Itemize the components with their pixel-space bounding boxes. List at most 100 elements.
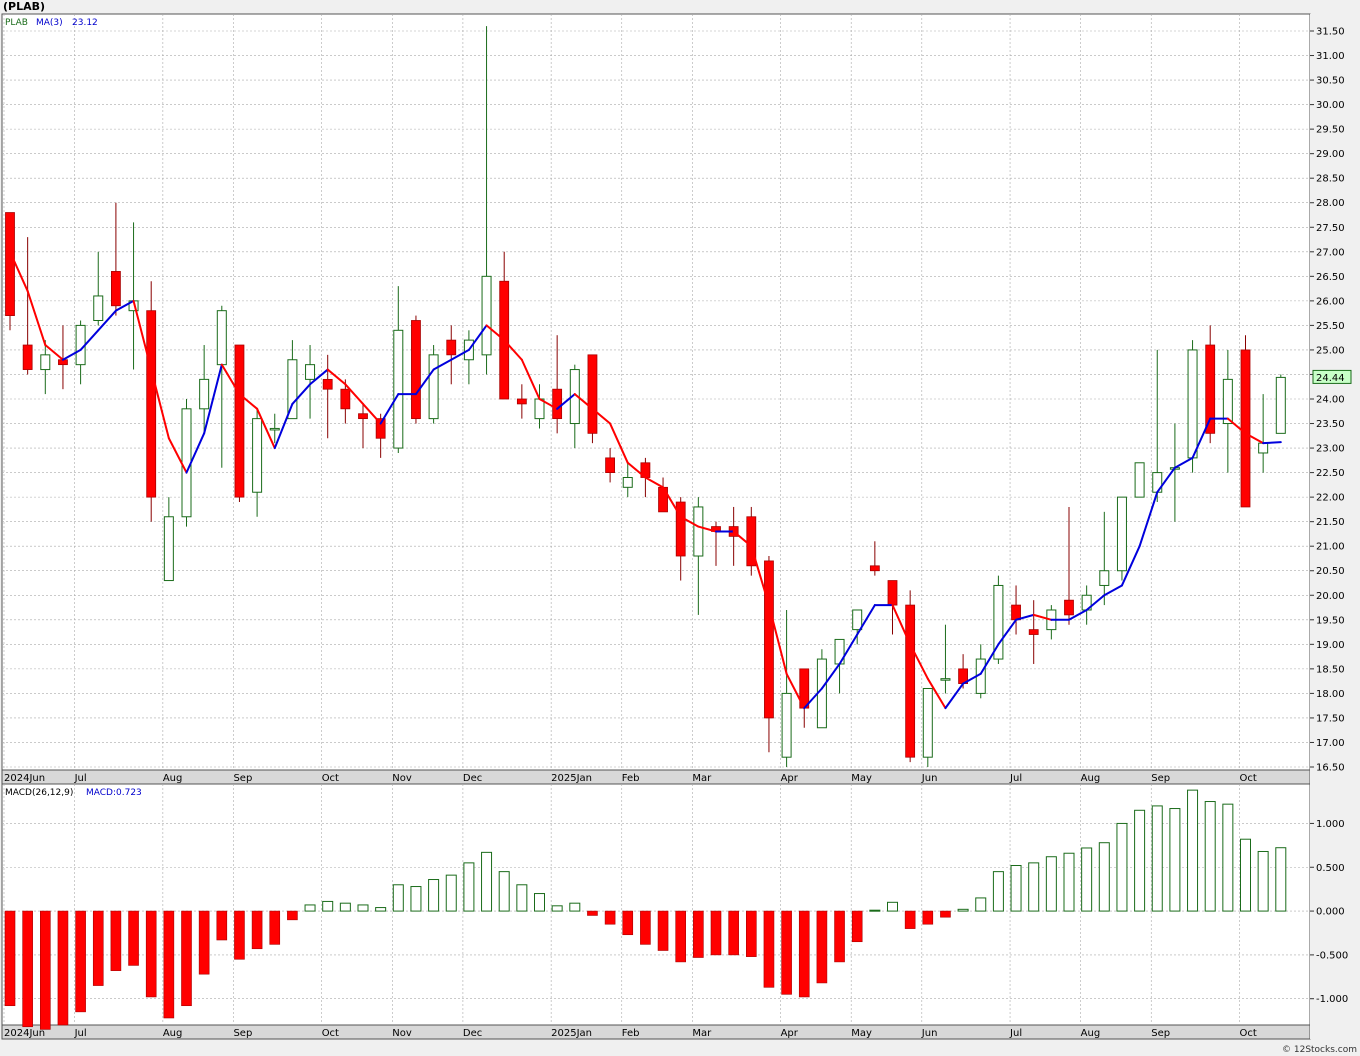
ma-segment	[732, 530, 753, 548]
price-tick-label: 18.00	[1316, 689, 1345, 700]
legend-symbol: PLAB	[5, 18, 28, 28]
macd-bar-negative	[92, 910, 104, 986]
price-panel	[1, 13, 1311, 771]
ma-segment	[750, 545, 770, 607]
macd-bar-positive	[1028, 862, 1040, 912]
ma-segment	[256, 407, 276, 450]
macd-bar-negative	[75, 910, 86, 1013]
macd-bar-negative	[834, 910, 845, 963]
macd-bar-positive	[975, 897, 987, 912]
macd-bar-positive	[992, 871, 1004, 912]
macd-bar-negative	[4, 910, 16, 1007]
macd-bar-negative	[604, 910, 616, 925]
ma-segment	[856, 604, 876, 636]
ma-segment	[1244, 432, 1265, 445]
candle-body-up	[1275, 376, 1286, 434]
date-label: Jun	[921, 773, 938, 784]
macd-bar-negative	[904, 910, 916, 929]
date-label-macd: Jun	[921, 1028, 938, 1039]
ma-segment	[926, 677, 947, 710]
ma-segment	[1156, 466, 1176, 494]
macd-bar-positive	[1098, 842, 1110, 912]
macd-bar-positive	[428, 879, 440, 912]
ma-segment	[962, 672, 982, 685]
date-label-macd: Apr	[781, 1028, 799, 1039]
candle-body-down	[887, 580, 898, 606]
candle-body-up	[993, 584, 1004, 660]
candle-body-down	[111, 271, 121, 307]
macd-bar-positive	[1010, 865, 1022, 912]
macd-bar-negative	[693, 910, 704, 958]
candle-body-down	[675, 501, 686, 557]
price-date-axis	[1, 769, 1311, 785]
macd-bar-negative	[57, 910, 69, 1026]
macd-tick-label: 0.000	[1316, 907, 1345, 918]
macd-bar-negative	[145, 910, 157, 998]
date-label: Oct	[1240, 773, 1257, 784]
ma-segment	[485, 324, 506, 342]
candle-body-down	[375, 418, 386, 439]
ma-segment	[185, 432, 206, 474]
ma-segment	[273, 402, 294, 450]
macd-tick-label: 1.000	[1316, 819, 1345, 830]
macd-bar-negative	[251, 910, 263, 950]
candle-body-up	[940, 678, 951, 681]
ma-segment	[167, 437, 188, 474]
watermark: © 12Stocks.com	[1282, 1045, 1357, 1055]
macd-bar-positive	[1134, 809, 1146, 912]
date-label-macd: Sep	[1151, 1028, 1170, 1039]
macd-bar-positive	[534, 893, 545, 912]
macd-bar-negative	[816, 910, 828, 984]
date-label: Aug	[1081, 773, 1101, 784]
macd-bar-positive	[463, 862, 475, 912]
date-label-macd: 2025Jan	[551, 1028, 592, 1039]
ma-segment	[97, 309, 117, 332]
macd-bar-negative	[269, 910, 281, 945]
ma-segment	[1120, 545, 1141, 587]
date-label-macd: Oct	[1240, 1028, 1257, 1039]
ma-segment	[1068, 608, 1088, 621]
ma-segment	[520, 358, 541, 400]
macd-bar-negative	[798, 910, 810, 998]
macd-panel	[1, 783, 1311, 1026]
ma-segment	[767, 604, 788, 675]
ma-segment	[9, 250, 29, 293]
macd-bar-negative	[763, 910, 775, 988]
macd-bar-negative	[587, 910, 598, 916]
ma-segment	[26, 290, 47, 347]
ma-segment	[1085, 594, 1106, 611]
price-tick-label: 28.50	[1316, 174, 1345, 185]
ma-segment	[662, 486, 682, 518]
price-tick-label: 25.50	[1316, 321, 1345, 332]
macd-bar-positive	[869, 909, 881, 912]
ma-segment	[556, 393, 576, 410]
macd-bar-positive	[569, 902, 581, 912]
macd-bar-positive	[1081, 847, 1093, 912]
price-tick-label: 23.00	[1316, 444, 1345, 455]
ma-segment	[909, 643, 929, 680]
ma-segment	[591, 407, 612, 425]
ma-segment	[150, 368, 170, 440]
ma-segment	[203, 363, 223, 435]
date-label: Sep	[1151, 773, 1170, 784]
price-tick-label: 27.00	[1316, 247, 1345, 258]
candle-body-up	[163, 516, 174, 582]
price-tick-label: 20.00	[1316, 591, 1345, 602]
macd-bar-positive	[1204, 801, 1216, 912]
price-tick-label: 18.50	[1316, 664, 1345, 675]
macd-bar-negative	[110, 910, 122, 971]
candle-body-up	[93, 295, 104, 321]
macd-bar-positive	[481, 851, 493, 912]
ma-segment	[1103, 584, 1123, 597]
date-label-macd: Sep	[233, 1028, 252, 1039]
macd-tick-label: 0.500	[1316, 863, 1345, 874]
ma-segment	[609, 422, 629, 464]
macd-label: MACD(26,12,9)	[5, 788, 73, 798]
candle-body-up	[40, 354, 51, 371]
ma-segment	[1015, 613, 1035, 621]
ma-segment	[1138, 491, 1159, 548]
ma-segment	[803, 687, 823, 710]
price-tick-label: 24.00	[1316, 395, 1345, 406]
macd-bar-negative	[657, 910, 669, 951]
macd-bar-negative	[781, 910, 792, 995]
